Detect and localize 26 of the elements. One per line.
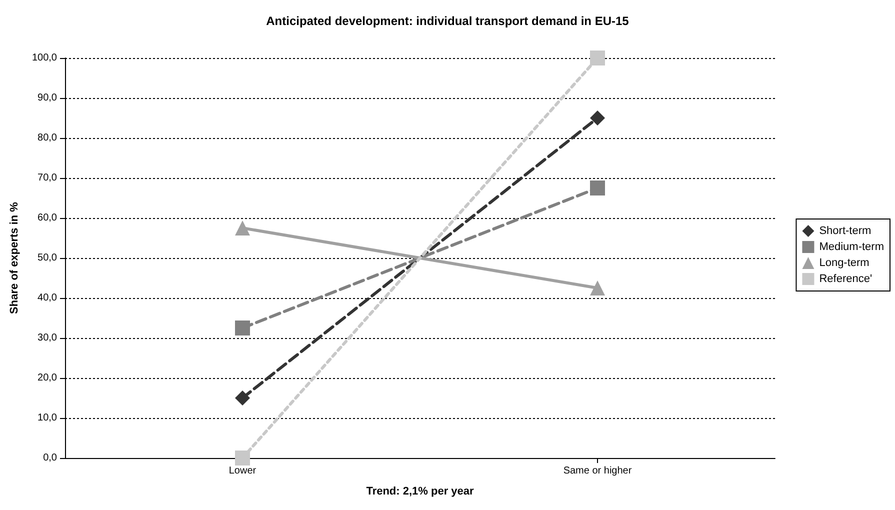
y-tick-label: 60,0: [38, 212, 58, 224]
x-axis-title: Trend: 2,1% per year: [366, 486, 475, 498]
point: [235, 450, 250, 466]
y-tick-label: 10,0: [38, 412, 58, 424]
point: [235, 320, 250, 336]
legend-label: Short-term: [819, 225, 872, 237]
y-tick-label: 90,0: [38, 92, 58, 104]
y-tick-label: 100,0: [32, 52, 58, 64]
x-tick-label: Same or higher: [563, 466, 632, 476]
y-tick-label: 20,0: [38, 372, 58, 384]
point: [235, 390, 250, 406]
chart-title: Anticipated development: individual transport demand in EU-15: [266, 14, 630, 28]
y-tick-label: 40,0: [38, 292, 58, 304]
x-tick-label: Lower: [228, 466, 257, 476]
y-tick-label: 50,0: [38, 252, 58, 264]
legend-label: Long-term: [819, 257, 870, 269]
point: [590, 110, 605, 126]
legend-label: Reference': [819, 273, 872, 285]
y-tick-label: 80,0: [38, 132, 58, 144]
y-tick-label: 70,0: [38, 172, 58, 184]
point: [590, 50, 605, 66]
y-axis-title: Share of experts in %: [8, 202, 20, 314]
point: [590, 180, 605, 196]
y-tick-label: 30,0: [38, 332, 58, 344]
legend-label: Medium-term: [819, 241, 884, 253]
y-tick-label: 0,0: [43, 452, 58, 464]
